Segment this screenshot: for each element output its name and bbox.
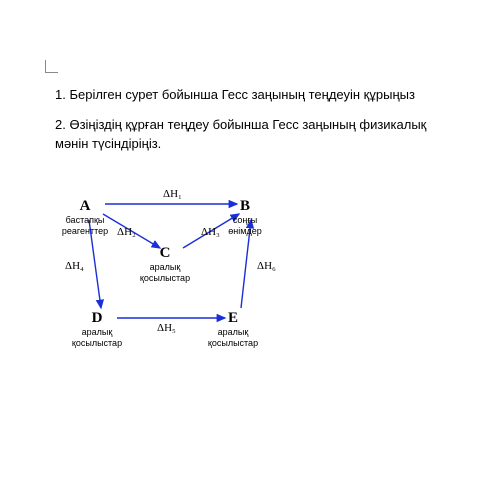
question-2: 2. Өзіңіздің құрған теңдеу бойынша Гесс …	[55, 115, 455, 154]
node-sub1: аралық	[67, 327, 127, 337]
node-letter: C	[135, 245, 195, 262]
edge-label-H5: ΔH₅	[157, 322, 176, 334]
node-sub2: өнімдер	[215, 226, 275, 236]
node-sub1: аралық	[135, 262, 195, 272]
node-A: Aбастапқыреагенттер	[55, 198, 115, 236]
node-sub2: қосылыстар	[203, 338, 263, 348]
questions-block: 1. Берілген сурет бойынша Гесс заңының т…	[55, 85, 455, 164]
node-sub2: қосылыстар	[67, 338, 127, 348]
crop-mark	[45, 60, 58, 73]
node-sub1: бастапқы	[55, 215, 115, 225]
node-letter: A	[55, 198, 115, 215]
node-sub1: соңғы	[215, 215, 275, 225]
edge-label-H6: ΔH₆	[257, 260, 276, 272]
node-sub1: аралық	[203, 327, 263, 337]
node-letter: D	[67, 310, 127, 327]
node-letter: B	[215, 198, 275, 215]
edge-label-H2: ΔH₂	[117, 226, 136, 238]
node-letter: E	[203, 310, 263, 327]
node-E: Eаралыққосылыстар	[203, 310, 263, 348]
node-sub2: қосылыстар	[135, 273, 195, 283]
node-sub2: реагенттер	[55, 226, 115, 236]
page: { "questions": { "q1": "1. Берілген суре…	[0, 0, 500, 500]
node-B: Bсоңғыөнімдер	[215, 198, 275, 236]
edge-label-H3: ΔH₃	[201, 226, 220, 238]
node-C: Cаралыққосылыстар	[135, 245, 195, 283]
node-D: Dаралыққосылыстар	[67, 310, 127, 348]
edge-label-H4: ΔH₄	[65, 260, 84, 272]
hess-diagram: AбастапқыреагенттерBсоңғыөнімдерCаралыққ…	[55, 190, 315, 370]
question-1: 1. Берілген сурет бойынша Гесс заңының т…	[55, 85, 455, 105]
edge-label-H1: ΔH₁	[163, 188, 182, 200]
